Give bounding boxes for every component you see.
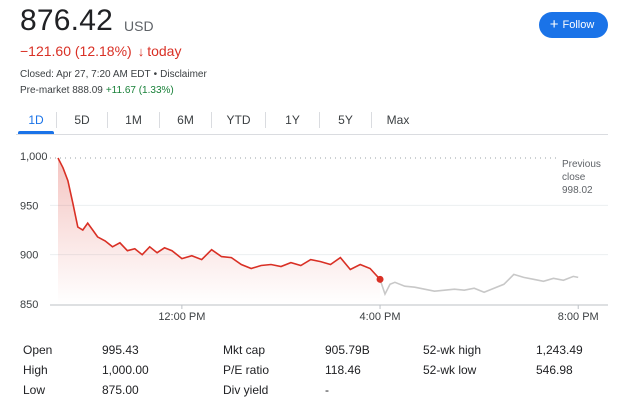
y-tick-label: 850 — [20, 299, 38, 311]
stat-label-open: Open — [23, 343, 53, 357]
y-tick-label: 900 — [20, 250, 38, 262]
premarket-price: 888.09 — [72, 85, 103, 96]
tab-divider — [107, 112, 108, 128]
tab-6m[interactable]: 6M — [177, 113, 194, 127]
previous-close-label: close — [562, 172, 586, 183]
follow-button[interactable]: + Follow — [539, 12, 608, 38]
change-period: today — [147, 43, 182, 59]
follow-label: Follow — [562, 19, 595, 31]
stat-label-mkt-cap: Mkt cap — [223, 343, 266, 357]
previous-close-label: Previous — [562, 159, 601, 170]
tab-divider — [371, 112, 372, 128]
stat-value-open: 995.43 — [102, 343, 139, 357]
stat-label-pe-ratio: P/E ratio — [223, 363, 270, 377]
stat-value-52wk-high: 1,243.49 — [536, 343, 583, 357]
tab-5y[interactable]: 5Y — [338, 113, 353, 127]
regular-session-line — [57, 157, 381, 280]
previous-close-value: 998.02 — [562, 185, 593, 196]
stat-value-high: 1,000.00 — [102, 363, 149, 377]
stat-value-52wk-low: 546.98 — [536, 363, 573, 377]
premarket-label: Pre-market — [20, 85, 70, 96]
tab-ytd[interactable]: YTD — [226, 113, 251, 127]
stat-label-52wk-high: 52-wk high — [423, 343, 482, 357]
tab-5d[interactable]: 5D — [74, 113, 90, 127]
stat-value-pe-ratio: 118.46 — [325, 363, 361, 377]
closed-time: Closed: Apr 27, 7:20 AM EDT — [20, 69, 151, 80]
time-range-tabs: 1D 5D 1M 6M YTD 1Y 5Y Max — [16, 106, 424, 134]
x-tick-label: 8:00 PM — [558, 311, 599, 323]
stat-value-div-yield: - — [325, 383, 329, 397]
tab-1d[interactable]: 1D — [16, 106, 56, 134]
disclaimer-link[interactable]: Disclaimer — [160, 69, 207, 80]
market-status: Closed: Apr 27, 7:20 AM EDT • Disclaimer — [20, 69, 207, 80]
tab-divider — [319, 112, 320, 128]
stock-price: 876.42 — [20, 4, 113, 37]
y-tick-label: 1,000 — [20, 151, 48, 163]
close-marker — [376, 275, 384, 283]
x-tick-label: 4:00 PM — [360, 311, 401, 323]
tabs-divider-line — [16, 134, 608, 135]
plus-icon: + — [549, 16, 559, 33]
price-area-fill — [58, 158, 380, 304]
stat-label-52wk-low: 52-wk low — [423, 363, 477, 377]
stat-label-high: High — [23, 363, 48, 377]
separator-dot: • — [153, 69, 158, 80]
key-stats: Open 995.43 High 1,000.00 Low 875.00 Mkt… — [20, 339, 610, 399]
stat-label-div-yield: Div yield — [223, 383, 269, 397]
premarket-change: +11.67 (1.33%) — [105, 85, 174, 96]
tab-divider — [56, 112, 57, 128]
stat-value-low: 875.00 — [102, 383, 139, 397]
tab-divider — [265, 112, 266, 128]
tab-divider — [211, 112, 212, 128]
price-change: −121.60 (12.18%) ↓ today — [20, 43, 181, 59]
change-value: −121.60 (12.18%) — [20, 43, 132, 59]
tab-divider — [159, 112, 160, 128]
tab-1m[interactable]: 1M — [125, 113, 142, 127]
tab-1y[interactable]: 1Y — [285, 113, 300, 127]
stat-value-mkt-cap: 905.79B — [325, 343, 370, 357]
x-tick-label: 12:00 PM — [158, 311, 205, 323]
after-hours-line — [379, 273, 579, 297]
stat-label-low: Low — [23, 383, 46, 397]
y-tick-label: 950 — [20, 200, 38, 212]
currency-label: USD — [124, 18, 154, 34]
arrow-down-icon: ↓ — [137, 43, 145, 59]
tab-max[interactable]: Max — [386, 113, 410, 127]
price-chart[interactable]: 1,000 950 900 850 Previous close 998.02 12:… — [0, 140, 620, 330]
premarket-info: Pre-market 888.09 +11.67 (1.33%) — [20, 85, 174, 96]
